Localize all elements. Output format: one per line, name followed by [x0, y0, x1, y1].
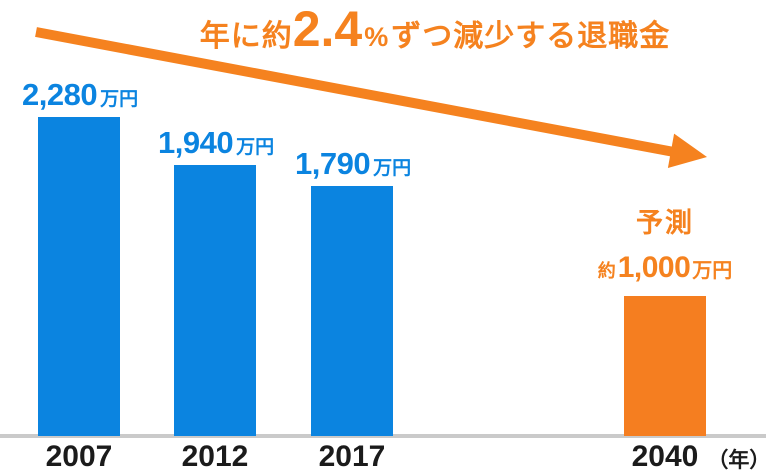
- value-label-2017: 1,790 万円: [295, 148, 411, 179]
- x-label-2017: 2017: [318, 440, 386, 473]
- x-axis-unit-label: （年）: [707, 449, 766, 472]
- percent-sign: %: [364, 22, 390, 52]
- forecast-annotation: 予測: [636, 208, 694, 238]
- value-label-2012: 1,940 万円: [158, 127, 274, 158]
- bar-2017: [311, 186, 393, 436]
- value-unit: 万円: [100, 89, 139, 110]
- bar-2012: [174, 165, 256, 436]
- value-number: 1,790: [295, 146, 371, 181]
- x-axis-line: [0, 434, 766, 438]
- chart-title: 年に約2.4%ずつ減少する退職金: [200, 0, 671, 71]
- value-unit: 万円: [692, 260, 733, 282]
- x-label-2012: 2012: [181, 440, 249, 473]
- value-unit: 万円: [373, 158, 412, 179]
- year-text: 2040: [631, 440, 699, 473]
- value-number: 1,000: [617, 251, 691, 284]
- approx-prefix: 約: [597, 261, 616, 281]
- title-rate-value: 2.4: [292, 1, 363, 57]
- x-label-2007: 2007: [45, 440, 113, 473]
- bar-2007: [38, 117, 120, 436]
- value-number: 1,940: [158, 125, 234, 160]
- title-suffix: ずつ減少する退職金: [391, 20, 671, 53]
- title-prefix: 年に約: [199, 20, 293, 53]
- bar-2040-forecast: [624, 296, 706, 436]
- value-number: 2,280: [22, 77, 98, 112]
- value-label-2040: 約1,000 万円: [598, 253, 733, 283]
- value-label-2007: 2,280 万円: [22, 79, 138, 110]
- x-label-2040: 2040 （年）: [631, 440, 766, 473]
- value-unit: 万円: [236, 137, 275, 158]
